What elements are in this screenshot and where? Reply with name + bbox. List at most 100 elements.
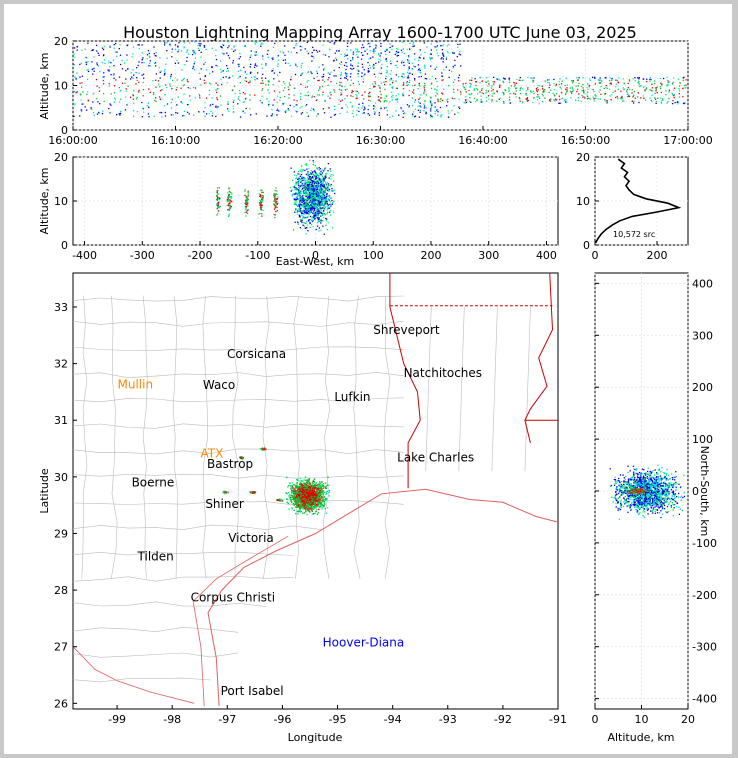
plan-view-point [301, 498, 303, 500]
time-height-point [434, 112, 436, 115]
plan-view-point [312, 491, 314, 493]
plan-view-point [321, 506, 323, 509]
ew-height-point [316, 195, 318, 197]
time-height-point [322, 64, 324, 66]
time-height-point [233, 45, 236, 47]
time-height-point [559, 102, 561, 104]
plan-view-point [298, 485, 300, 488]
time-height-point [411, 84, 414, 87]
ew-height-point [312, 183, 315, 185]
time-height-point [186, 56, 188, 59]
time-height-point [437, 99, 439, 101]
time-height-point [385, 77, 387, 80]
ew-height-point [216, 190, 218, 192]
time-height-point [508, 77, 510, 79]
time-height-point [335, 57, 337, 59]
time-height-point [429, 116, 432, 118]
ew-height-point [276, 202, 279, 205]
time-height-point [609, 77, 611, 79]
ew-height-point [302, 212, 304, 214]
time-height-point [178, 42, 180, 44]
time-height-point [159, 77, 161, 79]
time-height-point [357, 69, 360, 72]
time-height-point [412, 111, 415, 113]
plan-view-point [299, 496, 301, 498]
ew-height-point [326, 196, 328, 198]
plan-view-point [303, 479, 305, 481]
time-height-point [363, 46, 365, 49]
ew-height-point [323, 212, 326, 215]
time-height-point [465, 88, 467, 90]
ew-height-point [313, 202, 315, 204]
ew-height-point [310, 210, 313, 212]
time-height-point [255, 41, 257, 44]
time-height-point [362, 66, 364, 68]
time-height-point [638, 82, 640, 84]
time-height-point [316, 72, 319, 74]
time-height-point [649, 80, 651, 82]
time-height-point [169, 43, 171, 45]
ew-height-xtick: 0 [312, 249, 319, 262]
plan-view-point [287, 502, 289, 504]
plan-view-point [312, 494, 314, 497]
time-height-point [538, 103, 541, 105]
ew-height-point [307, 216, 309, 218]
time-height-point [357, 65, 359, 67]
time-height-point [504, 78, 507, 80]
plan-view-point [298, 493, 300, 496]
ew-height-point [306, 209, 308, 211]
plan-view-point [292, 492, 294, 494]
time-height-point [333, 89, 335, 91]
time-height-point [304, 86, 307, 88]
time-height-point [284, 54, 286, 56]
time-height-point [378, 61, 380, 63]
plan-view-point [291, 482, 293, 484]
ew-height-point [259, 195, 261, 197]
time-height-point [290, 76, 292, 78]
ew-height-point [305, 181, 307, 183]
ew-height-point [305, 216, 307, 219]
time-height-point [532, 90, 534, 93]
time-height-point [403, 64, 405, 67]
ew-height-point [326, 187, 328, 190]
ew-height-point [322, 196, 324, 199]
altitude-histogram-line [594, 158, 682, 244]
time-height-point [580, 100, 582, 103]
ew-height-point [296, 193, 298, 195]
time-height-point [227, 69, 230, 72]
time-height-point [108, 62, 110, 64]
time-height-point [599, 79, 601, 81]
ew-height-point [217, 207, 219, 209]
time-height-point [307, 71, 309, 73]
time-height-point [605, 84, 607, 87]
time-height-point [119, 110, 122, 113]
ew-height-point [301, 205, 303, 207]
time-height-point [411, 104, 414, 107]
time-height-point [400, 107, 402, 109]
ew-height-point [298, 208, 300, 210]
ew-height-point [303, 192, 305, 195]
ew-height-point [275, 210, 277, 213]
ew-height-point [304, 222, 306, 224]
plan-view-point [325, 497, 327, 500]
time-height-point [346, 49, 348, 51]
time-height-point [437, 111, 439, 113]
time-height-point [457, 46, 459, 48]
time-height-point [249, 99, 251, 101]
ew-height-point [321, 212, 323, 214]
ew-height-point [300, 178, 303, 180]
time-height-point [442, 61, 444, 63]
time-height-point [313, 77, 315, 80]
ew-height-point [302, 211, 304, 213]
time-height-point [176, 59, 178, 62]
ew-height-point [311, 187, 313, 189]
time-height-point [221, 52, 224, 54]
ew-height-point [227, 200, 229, 202]
time-height-point [312, 55, 314, 58]
time-height-point [278, 110, 280, 112]
time-height-point [232, 101, 235, 103]
time-height-point [135, 83, 137, 85]
time-height-point [344, 53, 346, 55]
plan-view-point [291, 498, 294, 500]
ew-height-point [277, 196, 279, 198]
